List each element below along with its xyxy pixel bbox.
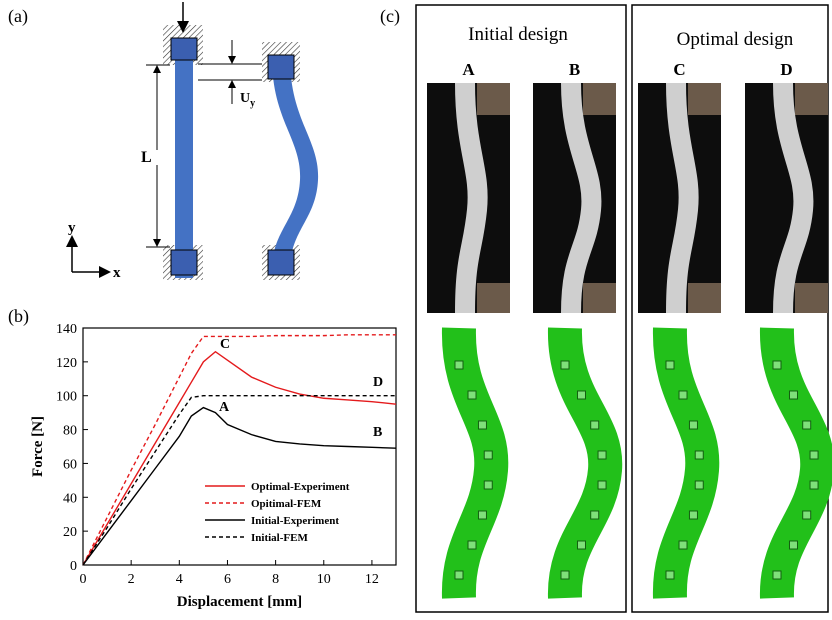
uy-label: Uy xyxy=(240,91,255,109)
hole xyxy=(455,571,463,579)
hole xyxy=(695,481,703,489)
y-tick-label: 0 xyxy=(70,559,77,574)
annotation: B xyxy=(373,425,382,440)
x-tick-label: 4 xyxy=(176,572,183,587)
y-tick-label: 80 xyxy=(63,424,77,439)
hole xyxy=(803,511,811,519)
hole xyxy=(666,571,674,579)
legend-label: Optimal-Experiment xyxy=(251,481,350,493)
x-tick-label: 8 xyxy=(272,572,279,587)
x-tick-label: 2 xyxy=(128,572,135,587)
length-label: L xyxy=(141,149,152,166)
hole xyxy=(591,421,599,429)
annotation: D xyxy=(373,375,383,390)
hole xyxy=(478,511,486,519)
hole xyxy=(810,451,818,459)
page: (a) Uy L y x (b) 0 20 40 60 80 100 120 140 0 2 4 6 8… xyxy=(0,0,832,620)
beam-end xyxy=(171,38,197,60)
case-label: D xyxy=(780,60,792,79)
hole xyxy=(679,541,687,549)
hole xyxy=(689,421,697,429)
hole xyxy=(803,421,811,429)
uy: U xyxy=(240,91,250,106)
fixture xyxy=(583,283,616,313)
hole xyxy=(561,571,569,579)
x-tick-label: 12 xyxy=(365,572,379,587)
fe-model xyxy=(459,328,491,598)
y-axis-label: Force [N] xyxy=(30,416,46,477)
case-label: C xyxy=(673,60,685,79)
x-tick-label: 10 xyxy=(317,572,331,587)
hole xyxy=(598,481,606,489)
beam-end xyxy=(268,250,294,275)
buckled-beam xyxy=(272,58,318,270)
case-label: A xyxy=(462,60,475,79)
panel-label: (a) xyxy=(8,6,28,27)
hole xyxy=(561,361,569,369)
fixture xyxy=(688,283,721,313)
diagram: (a) Uy L y x xyxy=(8,2,318,281)
photo-panel: (c) Initial design A B Optimal design C D xyxy=(380,5,828,612)
hole xyxy=(484,451,492,459)
hole xyxy=(577,391,585,399)
fe-model xyxy=(670,328,702,598)
fixture xyxy=(795,283,828,313)
beam-end xyxy=(171,250,197,275)
y-tick-label: 140 xyxy=(56,322,77,337)
hole xyxy=(689,511,697,519)
x-tick-label: 0 xyxy=(80,572,87,587)
hole xyxy=(478,421,486,429)
x-axis-name: x xyxy=(113,265,121,281)
hole xyxy=(666,361,674,369)
straight-beam xyxy=(175,38,193,278)
x-tick-label: 6 xyxy=(224,572,231,587)
annotation: C xyxy=(220,337,230,352)
legend-label: Initial-FEM xyxy=(251,532,308,544)
case-label: B xyxy=(569,60,580,79)
y-tick-label: 40 xyxy=(63,491,77,506)
hole xyxy=(679,391,687,399)
hole xyxy=(468,541,476,549)
hole xyxy=(484,481,492,489)
fixture xyxy=(477,283,510,313)
group-title: Initial design xyxy=(468,24,568,45)
legend-label: Opitimal-FEM xyxy=(251,498,322,510)
fe-model xyxy=(777,328,817,598)
y-tick-label: 120 xyxy=(56,356,77,371)
y-tick-label: 60 xyxy=(63,457,77,472)
annotation: A xyxy=(219,400,230,415)
fixture xyxy=(583,83,616,115)
x-axis-label: Displacement [mm] xyxy=(177,594,302,610)
panel-label: (c) xyxy=(380,6,400,27)
hole xyxy=(695,451,703,459)
hole xyxy=(591,511,599,519)
chart: 0 20 40 60 80 100 120 140 0 2 4 6 8 10 12 Displacement … xyxy=(30,322,396,610)
fixture xyxy=(795,83,828,115)
hole xyxy=(598,451,606,459)
hole xyxy=(455,361,463,369)
panel-label: (b) xyxy=(8,306,29,327)
fe-model xyxy=(565,328,605,598)
hole xyxy=(789,391,797,399)
hole xyxy=(773,361,781,369)
fixture xyxy=(477,83,510,115)
fixture xyxy=(688,83,721,115)
hole xyxy=(789,541,797,549)
group-title: Optimal design xyxy=(677,29,794,50)
hole xyxy=(577,541,585,549)
y-axis-name: y xyxy=(68,220,76,236)
hole xyxy=(810,481,818,489)
y-tick-label: 20 xyxy=(63,525,77,540)
y-tick-label: 100 xyxy=(56,390,77,405)
series-line xyxy=(83,352,396,565)
uy-sub: y xyxy=(250,98,255,109)
beam-end xyxy=(268,55,294,79)
hole xyxy=(468,391,476,399)
figure: (a) Uy L y x (b) 0 20 40 60 80 100 120 140 0 2 4 6 8… xyxy=(0,0,832,615)
legend-label: Initial-Experiment xyxy=(251,515,339,527)
hole xyxy=(773,571,781,579)
